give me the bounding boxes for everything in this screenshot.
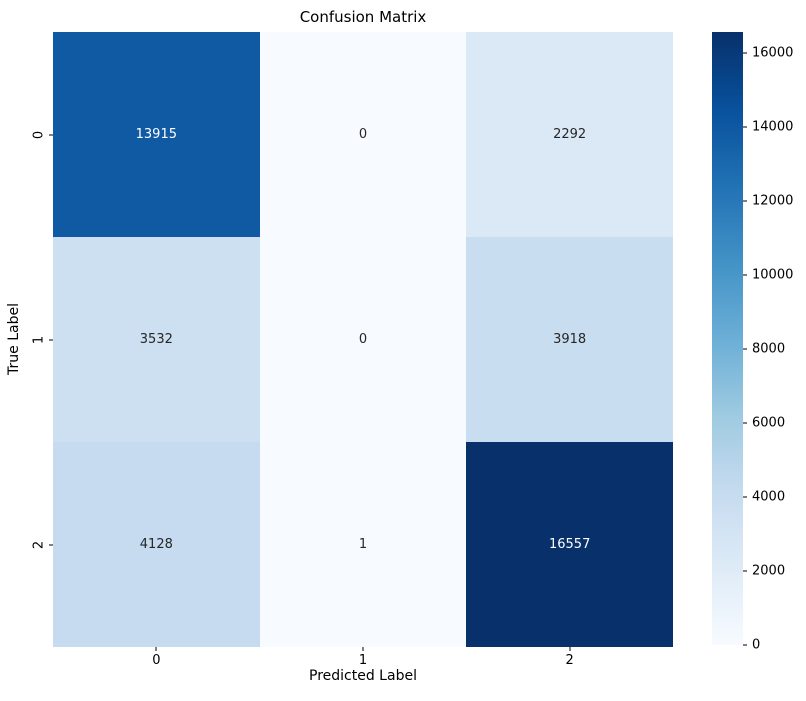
x-tick-mark-1 (362, 647, 364, 651)
heatmap-cell-1-1: 0 (259, 237, 467, 442)
heatmap-cell-1-0: 3532 (53, 237, 260, 442)
colorbar-tick-label-6: 12000 (752, 193, 794, 209)
colorbar-tick-mark-5 (743, 274, 747, 276)
heatmap-cell-0-2: 2292 (466, 32, 673, 237)
colorbar-tick-mark-1 (743, 570, 747, 572)
x-tick-mark-2 (569, 647, 571, 651)
colorbar-tick-mark-2 (743, 496, 747, 498)
heatmap-cell-2-0: 4128 (53, 442, 260, 647)
colorbar-tick-mark-8 (743, 52, 747, 54)
colorbar-ticks: 0 2000 4000 6000 8000 10000 12000 14000 16000 (743, 32, 806, 653)
heatmap-cell-1-2: 3918 (466, 237, 673, 442)
y-tick-label-1: 1 (31, 335, 47, 344)
colorbar-tick-mark-4 (743, 348, 747, 350)
colorbar-tick-label-8: 16000 (752, 45, 794, 61)
heatmap-cell-2-1: 1 (259, 442, 467, 647)
x-tick-mark-0 (155, 647, 157, 651)
colorbar-tick-label-1: 2000 (752, 563, 786, 579)
y-axis-ticks: 0 1 2 (28, 32, 53, 647)
colorbar-tick-label-0: 0 (752, 637, 761, 653)
x-tick-label-0: 0 (152, 653, 161, 668)
colorbar-tick-mark-0 (743, 644, 747, 646)
x-tick-label-1: 1 (358, 653, 368, 668)
heatmap-cell-0-0: 13915 (53, 32, 260, 237)
heatmap-cell-0-1: 0 (259, 32, 467, 237)
colorbar-tick-mark-6 (743, 200, 747, 202)
colorbar (712, 32, 743, 645)
x-axis-label: Predicted Label (309, 668, 417, 684)
x-tick-label-2: 2 (565, 653, 574, 668)
chart-title: Confusion Matrix (299, 8, 427, 26)
y-axis-label: True Label (6, 303, 22, 375)
colorbar-tick-label-5: 10000 (752, 267, 794, 283)
y-tick-label-0: 0 (31, 130, 47, 139)
y-tick-mark-1 (49, 339, 53, 340)
y-tick-mark-0 (49, 134, 53, 135)
y-tick-mark-2 (49, 544, 53, 545)
heatmap-cell-2-2: 16557 (466, 442, 673, 647)
y-tick-label-2: 2 (31, 540, 47, 549)
colorbar-tick-mark-7 (743, 126, 747, 128)
colorbar-tick-label-7: 14000 (752, 119, 794, 135)
heatmap-grid: 13915 0 2292 3532 0 3918 4128 1 16557 (53, 32, 673, 647)
colorbar-tick-label-2: 4000 (752, 489, 786, 505)
colorbar-tick-label-4: 8000 (752, 341, 786, 357)
colorbar-tick-mark-3 (743, 422, 747, 424)
x-axis-ticks: 0 1 2 (53, 647, 673, 671)
colorbar-tick-label-3: 6000 (752, 415, 786, 431)
